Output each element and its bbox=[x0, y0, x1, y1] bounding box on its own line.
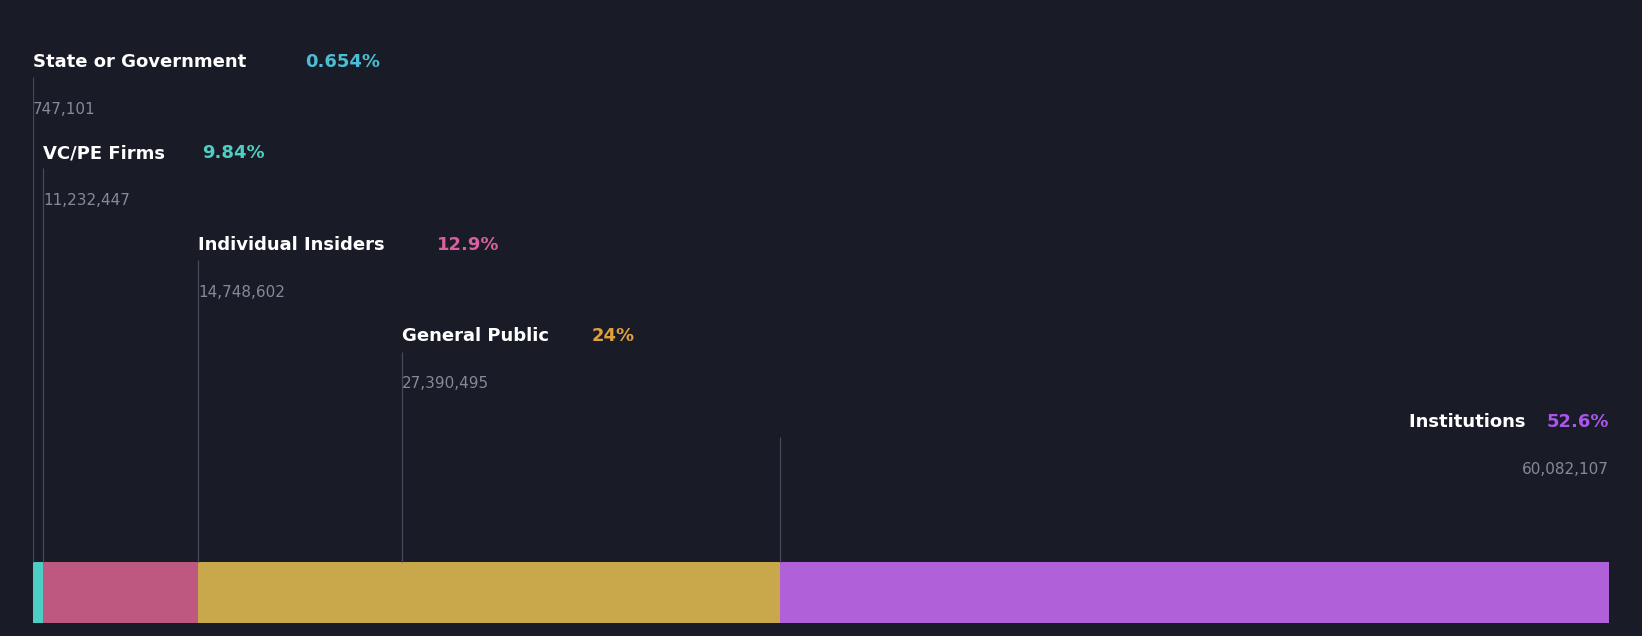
Text: 11,232,447: 11,232,447 bbox=[43, 193, 130, 208]
Text: 0.654%: 0.654% bbox=[305, 53, 379, 71]
Text: 27,390,495: 27,390,495 bbox=[402, 377, 489, 391]
Text: State or Government: State or Government bbox=[33, 53, 253, 71]
Text: VC/PE Firms: VC/PE Firms bbox=[43, 144, 171, 162]
Bar bbox=[780, 562, 1609, 623]
Text: 9.84%: 9.84% bbox=[202, 144, 264, 162]
Text: 60,082,107: 60,082,107 bbox=[1522, 462, 1609, 477]
Text: 747,101: 747,101 bbox=[33, 102, 95, 116]
Text: Institutions: Institutions bbox=[1409, 413, 1532, 431]
Text: 52.6%: 52.6% bbox=[1547, 413, 1609, 431]
Text: 24%: 24% bbox=[591, 328, 634, 345]
Text: Individual Insiders: Individual Insiders bbox=[199, 236, 391, 254]
Bar bbox=[402, 562, 780, 623]
Bar bbox=[33, 562, 43, 623]
Bar bbox=[43, 562, 199, 623]
Text: General Public: General Public bbox=[402, 328, 555, 345]
Text: 14,748,602: 14,748,602 bbox=[199, 285, 286, 300]
Bar bbox=[199, 562, 402, 623]
Text: 12.9%: 12.9% bbox=[437, 236, 499, 254]
